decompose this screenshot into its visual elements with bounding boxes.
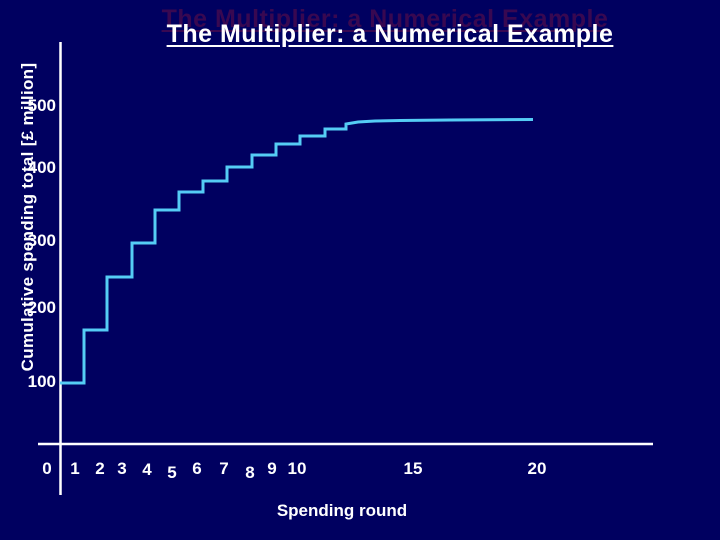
y-tick-label: 300 <box>27 231 56 250</box>
y-tick-label: 400 <box>27 158 56 177</box>
x-axis-title: Spending round <box>276 501 408 520</box>
x-tick-label: 1 <box>70 459 80 478</box>
y-tick-label: 500 <box>27 96 56 115</box>
multiplier-step-curve <box>60 118 534 385</box>
x-tick-label: 3 <box>117 459 127 478</box>
slide-title: The Multiplier: a Numerical Example <box>166 20 614 48</box>
x-tick-label: 20 <box>527 459 547 478</box>
x-tick-label: 5 <box>167 463 177 482</box>
x-tick-label: 7 <box>219 459 229 478</box>
x-tick-label: 15 <box>403 459 423 478</box>
x-tick-label: 2 <box>95 459 105 478</box>
x-tick-label: 6 <box>192 459 202 478</box>
x-tick-label: 4 <box>142 460 152 479</box>
x-tick-label: 10 <box>287 459 307 478</box>
y-tick-label: 100 <box>27 372 56 391</box>
y-tick-label: 200 <box>27 298 56 317</box>
x-tick-label: 0 <box>42 459 52 478</box>
x-tick-label: 9 <box>267 459 277 478</box>
x-tick-label: 8 <box>245 463 255 482</box>
